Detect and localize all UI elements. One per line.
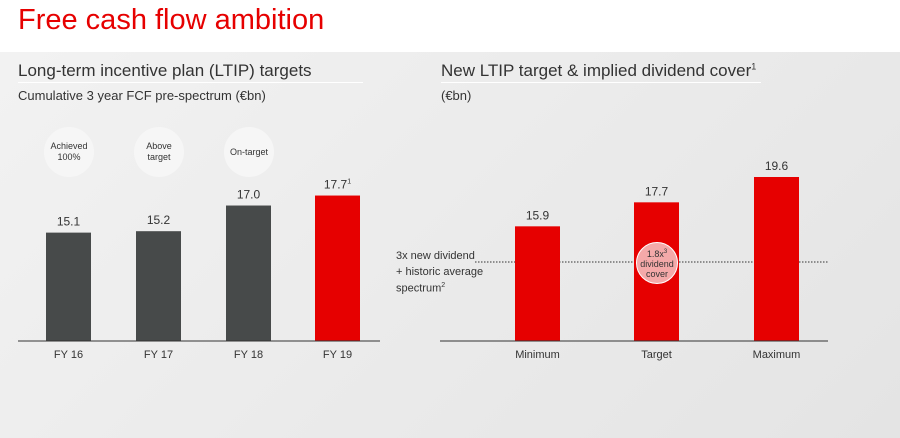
status-circle: Above target	[134, 127, 184, 177]
dividend-cover-badge: 1.8x3 dividend cover	[636, 242, 678, 284]
value-label: 15.1	[57, 215, 81, 229]
category-label: FY 17	[144, 349, 173, 361]
left-chart-subtitle: Cumulative 3 year FCF pre-spectrum (€bn)	[18, 88, 266, 103]
bar	[226, 205, 271, 341]
category-label: Maximum	[753, 349, 801, 361]
value-label: 17.71	[324, 178, 351, 192]
category-label: FY 18	[234, 349, 263, 361]
category-label: FY 16	[54, 349, 83, 361]
value-label: 17.7	[645, 184, 669, 198]
page-title: Free cash flow ambition	[18, 4, 325, 36]
bar	[754, 177, 799, 341]
right-chart-title: New LTIP target & implied dividend cover…	[441, 61, 757, 80]
left-chart-title: Long-term incentive plan (LTIP) targets	[18, 61, 312, 80]
bar	[315, 195, 360, 341]
status-circle: On-target	[224, 127, 274, 177]
value-label: 19.6	[765, 159, 789, 173]
bar	[46, 232, 91, 341]
bar	[515, 226, 560, 341]
divider	[18, 82, 363, 83]
value-label: 17.0	[237, 188, 261, 202]
divider	[441, 82, 761, 83]
category-label: Minimum	[515, 349, 560, 361]
category-label: FY 19	[323, 349, 352, 361]
category-label: Target	[641, 349, 672, 361]
value-label: 15.9	[526, 208, 550, 222]
reference-line-label-2: + historic average spectrum2	[396, 266, 484, 295]
bar	[136, 231, 181, 341]
status-circle: Achieved 100%	[44, 127, 94, 177]
reference-line-label: 3x new dividend	[396, 250, 475, 262]
value-label: 15.2	[147, 213, 171, 227]
right-chart-subtitle: (€bn)	[441, 88, 472, 103]
